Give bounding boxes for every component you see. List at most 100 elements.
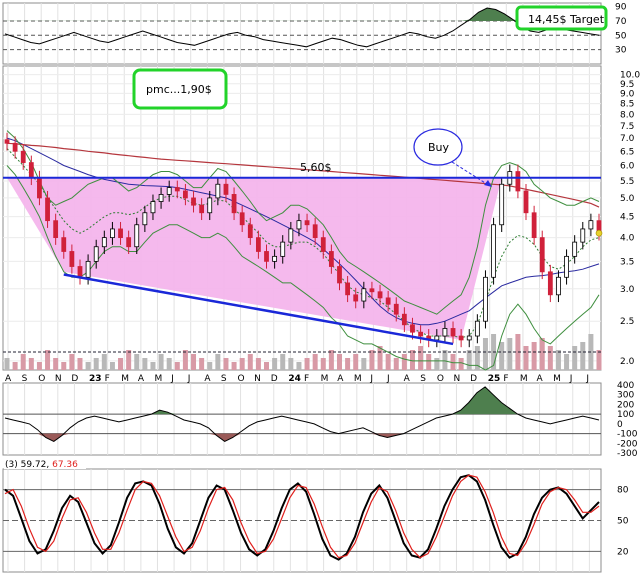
price-tick-label: 4.5 [620, 213, 634, 223]
volume-bar [199, 358, 205, 370]
volume-bar [166, 358, 172, 370]
x-tick-label: S [22, 374, 28, 384]
price-candle [580, 228, 586, 243]
volume-bar [174, 362, 180, 370]
x-tick-label: O [238, 374, 245, 384]
middle-tick-label: -200 [617, 439, 638, 449]
volume-bar [312, 354, 318, 370]
middle-indicator-panel [2, 382, 602, 456]
price-candle [353, 294, 359, 302]
middle-tick-label: 100 [617, 410, 634, 420]
price-candle [393, 303, 399, 315]
volume-bar [345, 358, 351, 370]
price-candle [28, 162, 34, 179]
medium-moving-average-line [6, 137, 600, 326]
price-tick-label: 9.0 [620, 89, 635, 99]
volume-bar [304, 358, 310, 370]
volume-bar [239, 358, 245, 370]
target-annotation-text: 14,45$ Target [528, 13, 605, 26]
x-tick-label: S [420, 374, 426, 384]
volume-bar [215, 354, 221, 370]
lower-slow-line [4, 474, 600, 559]
price-candle [110, 228, 115, 239]
middle-tick-label: 200 [617, 400, 634, 410]
buy-annotation-arrow-line [451, 161, 491, 187]
volume-bar [158, 354, 164, 370]
volume-bar [580, 342, 586, 370]
lower-indicator-label: (3) 59.72, 67.36 [5, 460, 78, 470]
price-candle [288, 228, 294, 243]
volume-bar [280, 354, 286, 370]
volume-bar [596, 350, 602, 370]
volume-bar [442, 350, 448, 370]
price-candle [142, 212, 148, 226]
volume-bar [499, 342, 505, 370]
x-tick-label: M [321, 374, 329, 384]
price-candle [118, 228, 123, 239]
buy-annotation-arrowhead [484, 180, 492, 187]
volume-bar [182, 350, 188, 370]
volume-bar [288, 358, 294, 370]
volume-bar [134, 354, 140, 370]
volume-bar [531, 342, 537, 370]
price-candle [4, 139, 10, 144]
volume-bar [77, 358, 83, 370]
price-candle [369, 288, 375, 293]
target-annotation-box [515, 5, 608, 31]
volume-bar [28, 358, 34, 370]
upper-overbought-area [5, 8, 599, 21]
price-candle [174, 187, 180, 192]
volume-bar [118, 358, 124, 370]
lower-tick-label: 50 [617, 517, 629, 527]
x-tick-label: D [271, 374, 278, 384]
volume-bar [61, 362, 67, 370]
x-tick-label: J [187, 374, 191, 384]
volume-bar [572, 346, 578, 370]
price-tick-label: 8.0 [620, 110, 635, 120]
volume-bar [207, 362, 213, 370]
middle-tick-label: 400 [617, 381, 634, 391]
volume-bar [547, 346, 553, 370]
upper-tick-label: 50 [615, 31, 627, 41]
x-tick-label: D [71, 374, 78, 384]
middle-tick-label: -300 [617, 449, 638, 459]
x-tick-label: 24 [288, 374, 301, 384]
volume-bar [264, 362, 270, 370]
volume-bar [482, 338, 488, 370]
pmc-annotation-text: pmc...1,90$ [146, 83, 212, 96]
price-candle [515, 171, 521, 192]
price-candle [296, 220, 302, 230]
price-candle [45, 197, 50, 222]
upper-tick-label: 30 [615, 46, 627, 56]
volume-bar [458, 358, 464, 370]
price-candle [126, 237, 132, 248]
x-tick-label: F [304, 374, 309, 384]
x-tick-label: M [520, 374, 528, 384]
volume-bar [4, 358, 10, 370]
volume-bar [418, 346, 424, 370]
price-candle [12, 142, 18, 152]
middle-positive-area [5, 386, 599, 415]
volume-bar [109, 362, 115, 370]
x-tick-label: M [154, 374, 162, 384]
volume-bar [296, 362, 302, 370]
x-tick-label: 23 [89, 374, 102, 384]
price-candle [539, 237, 545, 273]
price-candle [450, 328, 456, 337]
price-tick-label: 7.0 [620, 134, 635, 144]
volume-bar [401, 354, 407, 370]
lower-band-line [6, 165, 600, 371]
volume-bar [150, 362, 156, 370]
x-tick-label: J [569, 374, 573, 384]
price-candle [223, 183, 229, 195]
price-candle [491, 224, 496, 278]
lower-tick-label: 20 [617, 547, 629, 557]
price-candle [556, 276, 561, 296]
middle-tick-label: -100 [617, 430, 638, 440]
price-candle [377, 291, 383, 299]
x-tick-label: M [121, 374, 129, 384]
price-tick-label: 6.5 [620, 147, 634, 157]
price-tick-label: 10.0 [620, 71, 640, 81]
price-candle [304, 220, 310, 226]
price-candle [101, 237, 107, 248]
